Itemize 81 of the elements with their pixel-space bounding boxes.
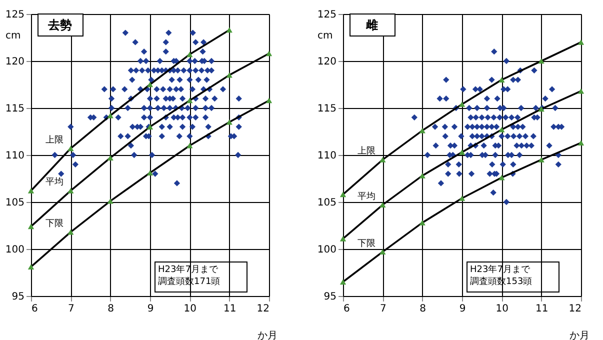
y-tick-label: 115 [317,104,336,114]
y-axis-title: cm [318,30,333,42]
x-tick-label: 9 [147,304,154,314]
point [107,112,114,118]
x-tick-label: 11 [223,304,236,314]
y-tick-label: 110 [5,150,24,162]
y-tick-label: 95 [324,292,336,302]
point [28,188,34,194]
x-tick-label: 9 [459,304,466,314]
x-tick-label: 7 [380,304,386,314]
point [107,155,114,160]
y-axis-title: cm [6,30,21,42]
x-tick-label: 10 [496,304,509,314]
point [458,102,466,107]
point [538,58,544,64]
point [380,202,386,208]
point [28,224,34,230]
point [340,236,346,242]
point [340,279,346,285]
y-tick-label: 105 [5,198,24,208]
y-tick-label: 110 [317,150,336,162]
point [186,142,193,148]
annotation: H23年7月まで [470,264,531,275]
point [340,192,346,198]
x-axis-title: か月 [570,330,590,340]
annotation: 平均 [358,190,376,202]
y-tick-label: 105 [317,198,336,208]
annotation: 上限 [358,146,376,157]
point [68,146,74,152]
point [498,126,505,132]
x-tick-label: 7 [68,304,74,314]
point [458,150,466,155]
point [107,198,114,204]
x-tick-label: 11 [535,304,548,314]
x-tick-label: 10 [184,304,197,314]
y-tick-label: 100 [317,244,336,256]
point [186,98,193,104]
point [226,27,232,33]
point [578,88,584,94]
y-tick-label: 100 [5,244,24,256]
point [266,50,272,56]
point [419,128,426,134]
point [578,140,584,146]
point [226,72,232,78]
point [68,188,74,194]
x-axis-title: か月 [258,330,278,340]
x-tick-label: 6 [32,304,38,314]
point [498,174,505,180]
x-tick-label: 12 [568,304,582,314]
point [380,157,386,162]
annotation: 下限 [358,238,376,249]
point [186,52,193,58]
chart-title: 雌 [365,18,378,32]
x-tick-label: 8 [108,304,114,314]
y-tick-label: 120 [317,56,336,68]
point [538,157,544,162]
x-tick-label: 8 [420,304,426,314]
point [380,249,386,254]
y-tick-label: 95 [12,292,24,302]
point [498,77,505,82]
y-tick-label: 125 [5,10,24,20]
point [419,173,426,178]
point [146,170,154,176]
x-tick-label: 12 [256,304,270,314]
point [226,119,232,125]
annotation: 下限 [46,219,64,230]
chart-title: 去勢 [47,18,72,32]
y-tick-label: 115 [5,104,24,114]
annotation: H23年7月まで [158,264,219,275]
annotation: 平均 [46,176,64,188]
x-tick-label: 6 [344,304,350,314]
point [146,82,154,88]
point [28,264,34,270]
point [266,98,272,104]
point [68,229,74,235]
point [578,40,584,45]
y-tick-label: 120 [5,56,24,68]
y-tick-label: 125 [317,10,336,20]
point [419,220,426,226]
point [458,196,466,201]
annotation: 上限 [46,134,64,146]
